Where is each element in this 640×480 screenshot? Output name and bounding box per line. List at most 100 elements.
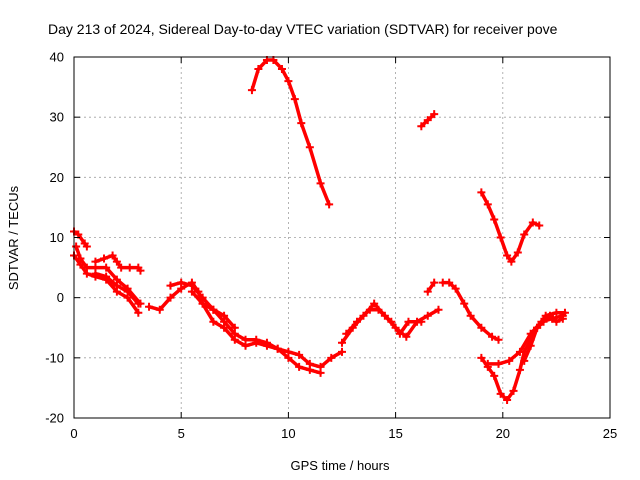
data-point <box>136 266 145 275</box>
data-point <box>483 359 492 368</box>
data-point <box>533 323 542 332</box>
data-point <box>434 305 443 314</box>
data-point <box>387 317 396 326</box>
data-series <box>70 56 569 404</box>
data-point <box>108 251 117 260</box>
data-point <box>513 248 522 257</box>
data-point <box>117 263 126 272</box>
data-point <box>91 257 100 266</box>
axis-ticks <box>73 56 611 419</box>
data-point <box>125 263 134 272</box>
data-point <box>374 305 383 314</box>
y-tick-label: 0 <box>57 290 64 305</box>
data-point <box>295 362 304 371</box>
series-arc-11 <box>342 305 426 338</box>
data-point <box>102 272 111 281</box>
data-point <box>327 353 336 362</box>
data-point <box>177 278 186 287</box>
data-point <box>353 317 362 326</box>
y-tick-label: 40 <box>50 50 64 65</box>
data-point <box>460 299 469 308</box>
data-point <box>417 122 426 131</box>
data-point <box>505 356 514 365</box>
series-trace <box>72 229 89 249</box>
x-tick-label: 15 <box>388 426 402 441</box>
data-point <box>477 353 486 362</box>
data-point <box>112 257 121 266</box>
data-point <box>338 338 346 347</box>
y-tick-label: 20 <box>50 170 64 185</box>
chart-title: Day 213 of 2024, Sidereal Day-to-day VTE… <box>48 21 558 37</box>
data-point <box>166 293 175 302</box>
data-point <box>277 65 286 74</box>
data-point <box>145 302 154 311</box>
data-point <box>507 257 516 266</box>
data-point <box>241 341 250 350</box>
data-point <box>545 311 554 320</box>
data-point <box>76 254 85 263</box>
data-point <box>488 332 497 341</box>
data-point <box>445 278 454 287</box>
data-point <box>483 200 492 209</box>
x-tick-label: 20 <box>496 426 510 441</box>
data-point <box>528 218 537 227</box>
y-tick-label: 30 <box>50 110 64 125</box>
data-point <box>82 242 91 251</box>
x-axis-label: GPS time / hours <box>291 458 390 473</box>
data-point <box>430 110 439 119</box>
data-point <box>496 233 505 242</box>
data-point <box>477 188 486 197</box>
data-point <box>494 359 503 368</box>
data-point <box>402 332 411 341</box>
data-point <box>82 263 91 272</box>
data-point <box>252 338 261 347</box>
data-point <box>284 353 293 362</box>
series-trace <box>344 307 424 336</box>
x-tick-label: 0 <box>70 426 77 441</box>
data-point <box>509 386 518 395</box>
data-point <box>247 86 256 95</box>
data-point <box>417 317 426 326</box>
data-point <box>220 323 229 332</box>
data-point <box>123 287 132 296</box>
tick-labels: 0 5 10 15 20 25 -20 -10 0 10 20 30 40 <box>45 50 617 442</box>
y-tick-label: 10 <box>50 230 64 245</box>
series-trace <box>147 280 344 369</box>
data-point <box>220 311 229 320</box>
data-point <box>100 254 109 263</box>
data-point <box>262 341 271 350</box>
data-point <box>209 317 218 326</box>
data-point <box>451 284 460 293</box>
series-arc-5 <box>91 251 145 275</box>
data-point <box>316 368 325 377</box>
y-tick-label: -10 <box>45 350 64 365</box>
x-tick-label: 25 <box>603 426 617 441</box>
data-point <box>102 263 111 272</box>
data-point <box>155 305 164 314</box>
data-point <box>273 344 282 353</box>
data-point <box>134 299 143 308</box>
data-point <box>526 341 535 350</box>
data-point <box>466 311 475 320</box>
data-point <box>72 242 81 251</box>
data-point <box>539 317 548 326</box>
series-arc-13 <box>423 278 439 296</box>
y-axis-label: SDTVAR / TECUs <box>6 185 21 290</box>
data-point <box>254 65 263 74</box>
data-point <box>305 365 314 374</box>
data-point <box>503 251 512 260</box>
data-point <box>316 179 325 188</box>
data-point <box>515 347 524 356</box>
data-point <box>423 287 432 296</box>
data-point <box>423 116 432 125</box>
data-point <box>91 269 100 278</box>
data-point <box>290 95 299 104</box>
data-point <box>365 305 374 314</box>
series-trace <box>426 280 436 294</box>
data-point <box>395 329 404 338</box>
series-arc-2 <box>70 227 91 251</box>
data-point <box>558 314 567 323</box>
data-point <box>490 371 499 380</box>
data-point <box>187 287 196 296</box>
